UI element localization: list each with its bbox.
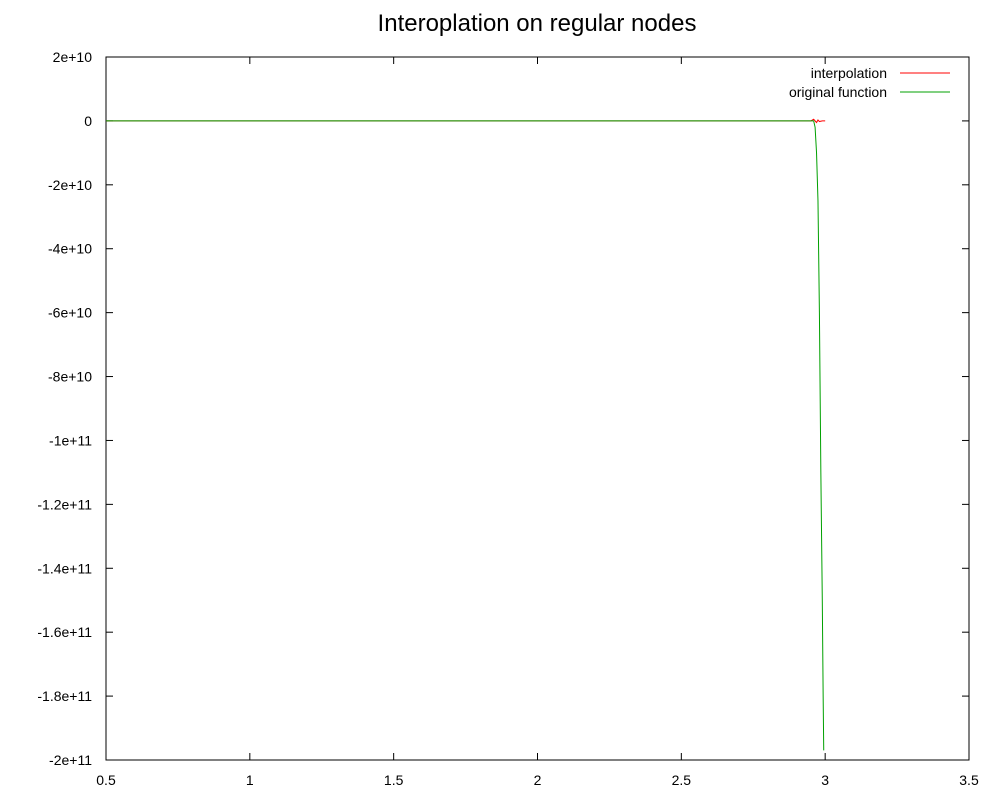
series-layer xyxy=(106,118,826,751)
y-tick-label: -1.2e+11 xyxy=(37,496,92,512)
x-tick-label: 1 xyxy=(246,772,254,788)
y-tick-label: -2e+11 xyxy=(49,752,92,768)
series-line-original-function xyxy=(106,120,825,751)
y-tick-label: -1.4e+11 xyxy=(37,560,92,576)
x-axis: 0.5 1 1.5 2 2.5 3 3.5 xyxy=(96,57,979,788)
y-tick-label: -2e+10 xyxy=(48,177,92,193)
y-tick-label: -6e+10 xyxy=(48,305,92,321)
y-tick-label: 0 xyxy=(84,113,92,129)
x-tick-label: 2 xyxy=(534,772,542,788)
plot-frame xyxy=(105,56,970,761)
y-tick-label: -4e+10 xyxy=(48,241,92,257)
x-tick-label: 3 xyxy=(821,772,829,788)
legend-label: interpolation xyxy=(811,65,887,81)
x-tick-label: 3.5 xyxy=(959,772,979,788)
x-tick-label: 2.5 xyxy=(672,772,692,788)
legend: interpolation original function xyxy=(789,65,950,100)
y-tick-label: -1.6e+11 xyxy=(37,624,92,640)
x-tick-label: 1.5 xyxy=(384,772,404,788)
y-tick-label: -1.8e+11 xyxy=(37,688,92,704)
y-tick-label: -8e+10 xyxy=(48,369,92,385)
y-tick-label: -1e+11 xyxy=(49,432,92,448)
x-tick-label: 0.5 xyxy=(96,772,116,788)
chart-title: Interoplation on regular nodes xyxy=(378,10,697,37)
legend-label: original function xyxy=(789,84,887,100)
y-axis: 2e+10 0 -2e+10 -4e+10 -6e+10 -8e+10 -1e+11 -1.2… xyxy=(37,49,969,768)
y-tick-label: 2e+10 xyxy=(53,49,93,65)
